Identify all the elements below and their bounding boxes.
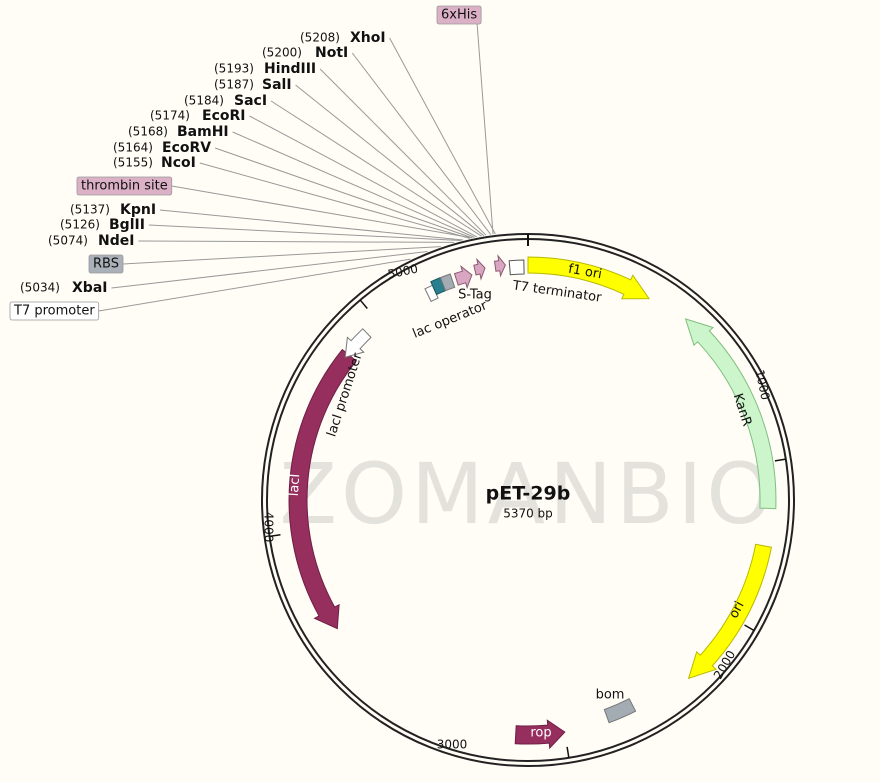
site-name: EcoRI bbox=[202, 108, 245, 124]
callout-line bbox=[214, 147, 473, 239]
site-name: BamHI bbox=[177, 124, 229, 140]
callout-line bbox=[295, 84, 485, 237]
ruler-label: 4000 bbox=[262, 512, 276, 543]
callout-line bbox=[249, 115, 478, 238]
callout-line bbox=[232, 131, 475, 238]
lacI bbox=[288, 348, 358, 630]
s-tag bbox=[453, 265, 473, 290]
site-name: XbaI bbox=[72, 280, 107, 296]
callout-label: T7 promoter bbox=[13, 304, 95, 319]
callout-line bbox=[270, 100, 482, 237]
bom bbox=[603, 698, 637, 724]
site-position: (5164) bbox=[113, 141, 153, 155]
callout-box bbox=[88, 254, 124, 274]
callout-line bbox=[138, 240, 455, 243]
site-name: NotI bbox=[315, 45, 348, 61]
site-name: NdeI bbox=[98, 233, 134, 249]
ruler-label: 3000 bbox=[437, 738, 468, 752]
feature-label: rop bbox=[530, 726, 551, 741]
ruler-tick bbox=[269, 534, 281, 538]
watermark: ZOMANBIO bbox=[280, 445, 777, 543]
ruler-tick bbox=[744, 624, 755, 632]
ruler-label: 1000 bbox=[752, 369, 772, 402]
callout-line bbox=[199, 162, 471, 239]
site-position: (5200) bbox=[262, 46, 302, 60]
callout-label: thrombin site bbox=[81, 179, 168, 194]
callout-line bbox=[98, 258, 411, 312]
site-position: (5155) bbox=[113, 156, 153, 170]
callout-line bbox=[122, 246, 441, 265]
callout-line bbox=[351, 52, 492, 235]
callout-line bbox=[389, 37, 496, 235]
feature-label: bom bbox=[596, 688, 625, 703]
callout-label: 6xHis bbox=[441, 8, 477, 23]
t7-terminator bbox=[508, 259, 525, 276]
ori bbox=[687, 543, 772, 680]
site-position: (5193) bbox=[214, 62, 254, 76]
callout-line bbox=[319, 68, 487, 236]
site-position: (5034) bbox=[20, 281, 60, 295]
site-name: KpnI bbox=[120, 202, 156, 218]
callout-line bbox=[476, 23, 494, 235]
plasmid-length: 5370 bp bbox=[503, 507, 553, 521]
site-position: (5168) bbox=[128, 125, 168, 139]
ruler-label: 5000 bbox=[387, 261, 420, 281]
site-name: SacI bbox=[234, 93, 267, 109]
f1-ori bbox=[527, 256, 650, 300]
site-name: EcoRV bbox=[162, 140, 211, 156]
site-position: (5074) bbox=[48, 234, 88, 248]
ruler-tick bbox=[566, 746, 570, 758]
callout-box bbox=[76, 176, 173, 196]
site-name: HindIII bbox=[264, 61, 316, 77]
thrombin-site bbox=[473, 257, 486, 281]
feature-label: ori bbox=[726, 599, 747, 621]
lac-operator-box bbox=[424, 284, 439, 303]
callout-box bbox=[436, 5, 482, 25]
callout-label: RBS bbox=[93, 257, 119, 272]
ruler-tick bbox=[774, 458, 786, 462]
feature-label: lacI bbox=[287, 473, 304, 497]
kanr bbox=[684, 318, 777, 510]
ruler-tick bbox=[359, 299, 368, 309]
plasmid-name: pET-29b bbox=[486, 483, 571, 505]
site-name: SalI bbox=[262, 77, 292, 93]
6xhis bbox=[493, 254, 506, 278]
feature-label: f1 ori bbox=[567, 262, 603, 283]
site-name: NcoI bbox=[161, 155, 196, 171]
feature-label: S-Tag bbox=[458, 288, 492, 303]
callout-box bbox=[9, 301, 100, 321]
callout-line bbox=[159, 209, 464, 241]
site-position: (5208) bbox=[300, 31, 340, 45]
lacI-promoter bbox=[344, 328, 372, 358]
site-position: (5184) bbox=[184, 94, 224, 108]
site-position: (5126) bbox=[60, 218, 100, 232]
callout-lines bbox=[98, 23, 496, 312]
site-position: (5137) bbox=[70, 203, 110, 217]
site-position: (5187) bbox=[214, 78, 254, 92]
callout-line bbox=[111, 251, 428, 289]
site-name: BglII bbox=[109, 217, 145, 233]
gray-box bbox=[439, 273, 456, 292]
site-position: (5174) bbox=[150, 109, 190, 123]
rop bbox=[514, 719, 566, 750]
callout-line bbox=[171, 185, 473, 239]
callout-line bbox=[148, 224, 461, 242]
site-name: XhoI bbox=[350, 30, 386, 46]
features bbox=[288, 254, 777, 750]
